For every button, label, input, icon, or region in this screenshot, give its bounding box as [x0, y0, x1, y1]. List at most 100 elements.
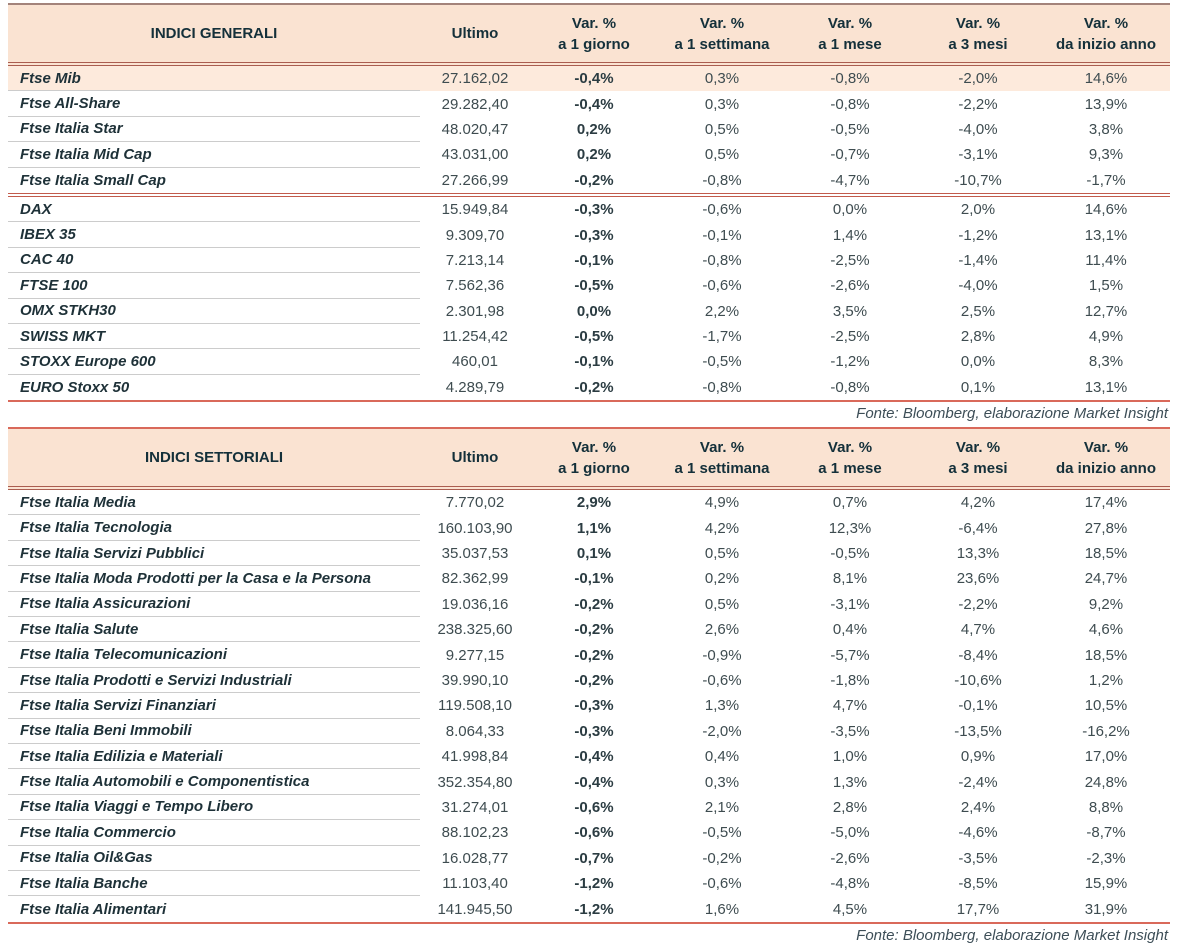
- col-header-var-1-month: Var. % a 1 mese: [786, 429, 914, 486]
- col-header-line2: a 3 mesi: [948, 459, 1008, 477]
- var-1-month: -0,5%: [830, 120, 870, 138]
- var-1-week: -0,6%: [702, 277, 742, 295]
- var-ytd: 13,1%: [1084, 378, 1128, 396]
- var-3-months: -8,4%: [958, 646, 998, 664]
- var-1-week: 0,5%: [704, 120, 740, 138]
- col-header-line2: da inizio anno: [1056, 35, 1156, 53]
- var-1-month: 1,0%: [832, 748, 868, 766]
- index-name: Ftse Italia Prodotti e Servizi Industria…: [8, 668, 420, 694]
- col-header-line1: Var. %: [571, 438, 617, 456]
- var-3-months: -8,5%: [958, 875, 998, 893]
- last-value: 29.282,40: [441, 95, 509, 113]
- var-1-month: 0,0%: [832, 201, 868, 219]
- last-value: 352.354,80: [437, 773, 513, 791]
- last-value: 2.301,98: [445, 302, 505, 320]
- table-row: Ftse Italia Salute 238.325,60 -0,2% 2,6%…: [8, 617, 1170, 643]
- index-name: Ftse Italia Automobili e Componentistica: [8, 769, 420, 795]
- var-1-day: -0,2%: [574, 646, 614, 664]
- var-ytd: 24,8%: [1084, 773, 1128, 791]
- last-value: 8.064,33: [445, 722, 505, 740]
- col-header-var-1-week: Var. % a 1 settimana: [658, 5, 786, 62]
- var-1-month: -4,8%: [830, 875, 870, 893]
- last-value: 88.102,23: [441, 824, 509, 842]
- last-value: 16.028,77: [441, 849, 509, 867]
- last-value: 41.998,84: [441, 748, 509, 766]
- col-header-line1: Var. %: [955, 14, 1001, 32]
- var-1-week: -0,6%: [702, 201, 742, 219]
- var-3-months: -1,2%: [958, 226, 998, 244]
- var-1-day: -0,3%: [574, 722, 614, 740]
- last-value: 160.103,90: [437, 519, 513, 537]
- var-ytd: 10,5%: [1084, 697, 1128, 715]
- var-ytd: 4,6%: [1088, 621, 1124, 639]
- var-1-day: -0,2%: [574, 595, 614, 613]
- index-name: Ftse Italia Assicurazioni: [8, 592, 420, 618]
- table-row: EURO Stoxx 50 4.289,79 -0,2% -0,8% -0,8%…: [8, 375, 1170, 400]
- var-1-month: -5,0%: [830, 824, 870, 842]
- col-header-line1: Var. %: [699, 14, 745, 32]
- col-header-ultimo: Ultimo: [451, 449, 499, 467]
- last-value: 27.162,02: [441, 70, 509, 88]
- var-1-week: -0,5%: [702, 824, 742, 842]
- source-note: Fonte: Bloomberg, elaborazione Market In…: [856, 926, 1168, 944]
- var-1-week: 0,3%: [704, 95, 740, 113]
- table-row: SWISS MKT 11.254,42 -0,5% -1,7% -2,5% 2,…: [8, 324, 1170, 350]
- table-row: STOXX Europe 600 460,01 -0,1% -0,5% -1,2…: [8, 349, 1170, 375]
- var-ytd: -8,7%: [1086, 824, 1126, 842]
- last-value: 31.274,01: [441, 798, 509, 816]
- index-name: Ftse Italia Banche: [8, 871, 420, 897]
- var-3-months: -2,2%: [958, 595, 998, 613]
- var-3-months: 2,5%: [960, 302, 996, 320]
- var-ytd: -2,3%: [1086, 849, 1126, 867]
- var-1-day: -0,6%: [574, 798, 614, 816]
- table-row: Ftse Italia Banche 11.103,40 -1,2% -0,6%…: [8, 871, 1170, 897]
- var-3-months: -3,1%: [958, 146, 998, 164]
- last-value: 15.949,84: [441, 201, 509, 219]
- col-header-line1: Var. %: [827, 14, 873, 32]
- table-row: Ftse Italia Servizi Pubblici 35.037,53 0…: [8, 541, 1170, 567]
- index-name: Ftse Italia Salute: [8, 617, 420, 643]
- var-ytd: 13,9%: [1084, 95, 1128, 113]
- index-name: Ftse Italia Star: [8, 117, 420, 143]
- var-1-week: -0,8%: [702, 171, 742, 189]
- var-1-week: 0,5%: [704, 146, 740, 164]
- last-value: 460,01: [452, 353, 498, 371]
- var-ytd: 15,9%: [1084, 875, 1128, 893]
- var-1-day: -0,5%: [574, 277, 614, 295]
- var-ytd: 13,1%: [1084, 226, 1128, 244]
- table-row: Ftse Italia Commercio 88.102,23 -0,6% -0…: [8, 820, 1170, 846]
- var-3-months: -4,0%: [958, 120, 998, 138]
- col-header-ultimo: Ultimo: [451, 25, 499, 42]
- var-1-month: 0,7%: [832, 494, 868, 512]
- table-row: Ftse Italia Alimentari 141.945,50 -1,2% …: [8, 896, 1170, 921]
- var-1-day: -1,2%: [574, 900, 614, 918]
- last-value: 27.266,99: [441, 171, 509, 189]
- var-3-months: -0,1%: [958, 697, 998, 715]
- var-1-week: 4,2%: [704, 519, 740, 537]
- var-1-month: -2,5%: [830, 328, 870, 346]
- indici-settoriali-table: INDICI SETTORIALI Ultimo Var. % a 1 gior…: [8, 427, 1170, 924]
- var-ytd: 1,2%: [1088, 672, 1124, 689]
- var-3-months: -2,4%: [958, 773, 998, 791]
- col-header-line2: a 3 mesi: [948, 35, 1008, 53]
- var-3-months: -4,6%: [958, 824, 998, 842]
- table-row: Ftse Italia Automobili e Componentistica…: [8, 769, 1170, 795]
- var-ytd: 17,0%: [1084, 748, 1128, 766]
- col-header-var-1-day: Var. % a 1 giorno: [530, 429, 658, 486]
- var-1-week: 1,3%: [704, 697, 740, 715]
- var-1-day: 0,2%: [576, 120, 612, 138]
- var-3-months: -2,0%: [958, 70, 998, 88]
- indici-generali-table: INDICI GENERALI Ultimo Var. % a 1 giorno…: [8, 3, 1170, 403]
- table-row: Ftse Italia Servizi Finanziari 119.508,1…: [8, 693, 1170, 719]
- col-header-line1: Var. %: [955, 438, 1001, 456]
- var-1-day: -0,5%: [574, 328, 614, 346]
- table-row: Ftse Italia Star 48.020,47 0,2% 0,5% -0,…: [8, 117, 1170, 143]
- index-name: OMX STKH30: [8, 299, 420, 324]
- var-3-months: -10,7%: [954, 171, 1002, 189]
- col-header-var-1-week: Var. % a 1 settimana: [658, 429, 786, 486]
- var-1-day: 2,9%: [576, 494, 612, 512]
- var-ytd: 11,4%: [1085, 251, 1127, 269]
- index-name: Ftse Italia Mid Cap: [8, 142, 420, 168]
- table-row: Ftse Italia Moda Prodotti per la Casa e …: [8, 566, 1170, 592]
